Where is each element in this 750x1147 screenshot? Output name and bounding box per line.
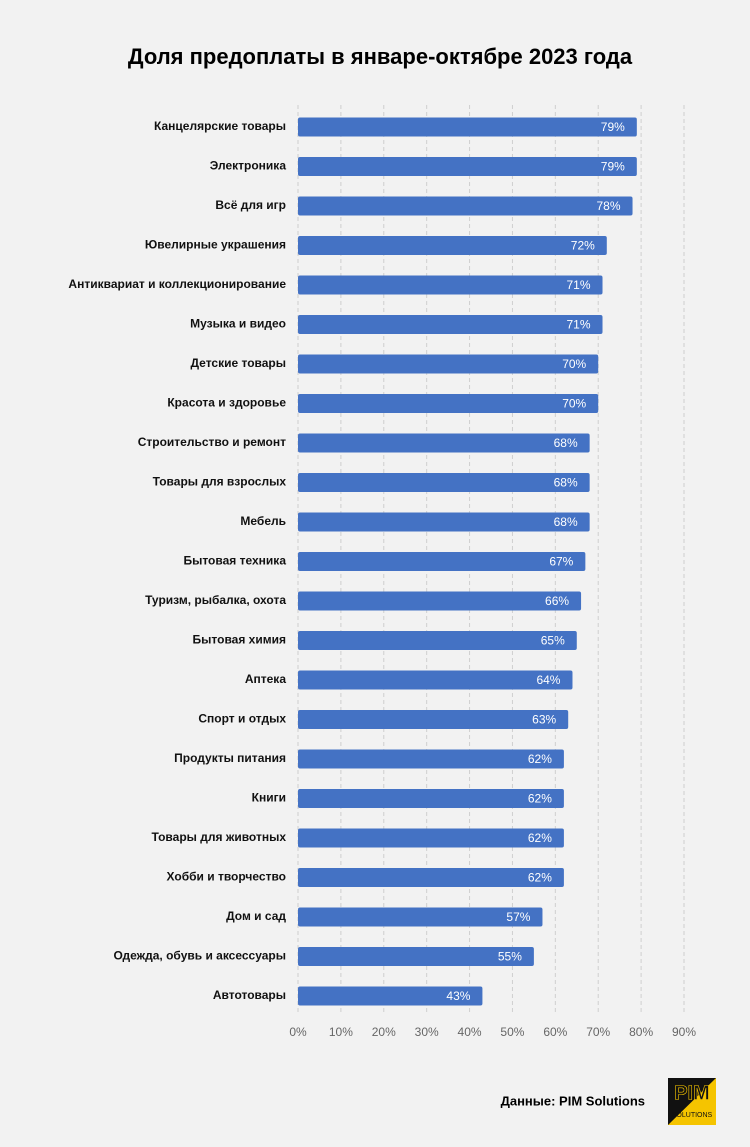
y-tick-label: Товары для животных: [152, 830, 287, 844]
value-label: 64%: [536, 673, 560, 687]
bar: [298, 631, 577, 650]
value-label: 70%: [562, 397, 586, 411]
bar: [298, 236, 607, 255]
bar: [298, 710, 569, 729]
x-tick-label: 80%: [629, 1025, 653, 1039]
bar: [298, 275, 603, 295]
y-tick-label: Аптека: [245, 672, 286, 686]
y-tick-label: Красота и здоровье: [167, 396, 286, 410]
logo-subtitle: SOLUTIONS: [672, 1112, 713, 1119]
logo: PIM SOLUTIONS: [668, 1078, 716, 1125]
x-tick-label: 40%: [458, 1025, 482, 1039]
value-label: 79%: [601, 160, 625, 174]
y-tick-label: Антиквариат и коллекционирование: [68, 277, 286, 291]
value-label: 67%: [549, 555, 573, 569]
bar: [298, 947, 534, 966]
bar: [298, 868, 564, 887]
value-label: 78%: [597, 199, 621, 213]
bar: [298, 315, 603, 334]
value-label: 62%: [528, 792, 552, 806]
value-label: 68%: [554, 515, 578, 529]
x-tick-label: 30%: [415, 1025, 439, 1039]
x-tick-label: 60%: [543, 1025, 567, 1039]
bar: [298, 196, 633, 216]
y-tick-label: Бытовая химия: [193, 633, 286, 647]
y-tick-label: Музыка и видео: [190, 317, 286, 331]
value-label: 63%: [532, 713, 556, 727]
bar: [298, 749, 564, 769]
bar: [298, 394, 599, 413]
x-tick-label: 70%: [586, 1025, 610, 1039]
value-label: 79%: [601, 120, 625, 134]
logo-shape: [668, 1078, 716, 1125]
bar: [298, 117, 637, 137]
y-tick-label: Книги: [252, 791, 286, 805]
y-tick-label: Детские товары: [190, 356, 286, 370]
bar: [298, 552, 586, 571]
x-tick-label: 90%: [672, 1025, 696, 1039]
x-tick-label: 50%: [500, 1025, 524, 1039]
value-label: 43%: [446, 989, 470, 1003]
value-label: 70%: [562, 357, 586, 371]
value-label: 62%: [528, 831, 552, 845]
y-tick-label: Строительство и ремонт: [138, 435, 286, 449]
value-label: 68%: [554, 436, 578, 450]
bar: [298, 157, 637, 176]
y-tick-label: Бытовая техника: [183, 554, 286, 568]
bar: [298, 354, 599, 374]
x-tick-label: 20%: [372, 1025, 396, 1039]
value-label: 65%: [541, 634, 565, 648]
y-tick-label: Хобби и творчество: [167, 870, 286, 884]
value-label: 71%: [566, 318, 590, 332]
x-tick-label: 0%: [289, 1025, 307, 1039]
y-tick-label: Всё для игр: [215, 198, 286, 212]
bar: [298, 512, 590, 532]
y-tick-label: Дом и сад: [226, 909, 286, 923]
y-tick-label: Автотовары: [213, 988, 286, 1002]
bar: [298, 433, 590, 453]
x-tick-label: 10%: [329, 1025, 353, 1039]
value-label: 62%: [528, 752, 552, 766]
source: Данные: PIM Solutions: [501, 1093, 645, 1108]
bar: [298, 789, 564, 808]
value-label: 57%: [506, 910, 530, 924]
bar: [298, 591, 582, 611]
y-tick-label: Мебель: [240, 514, 286, 528]
value-label: 66%: [545, 594, 569, 608]
bar: [298, 907, 543, 927]
y-tick-label: Туризм, рыбалка, охота: [145, 593, 286, 607]
y-tick-label: Товары для взрослых: [153, 475, 287, 489]
y-tick-label: Электроника: [210, 159, 287, 173]
y-tick-label: Одежда, обувь и аксессуары: [113, 949, 286, 963]
value-label: 62%: [528, 871, 552, 885]
logo-name: PIM: [674, 1082, 710, 1104]
y-tick-label: Канцелярские товары: [154, 119, 286, 133]
bar: [298, 473, 590, 492]
value-label: 72%: [571, 239, 595, 253]
value-label: 55%: [498, 950, 522, 964]
chart-title: Доля предоплаты в январе-октябре 2023 го…: [128, 44, 633, 69]
bar: [298, 828, 564, 848]
y-tick-label: Спорт и отдых: [198, 712, 286, 726]
y-tick-label: Продукты питания: [174, 751, 286, 765]
bar: [298, 986, 483, 1006]
bar: [298, 670, 573, 690]
value-label: 71%: [566, 278, 590, 292]
y-tick-label: Ювелирные украшения: [145, 238, 286, 252]
value-label: 68%: [554, 476, 578, 490]
